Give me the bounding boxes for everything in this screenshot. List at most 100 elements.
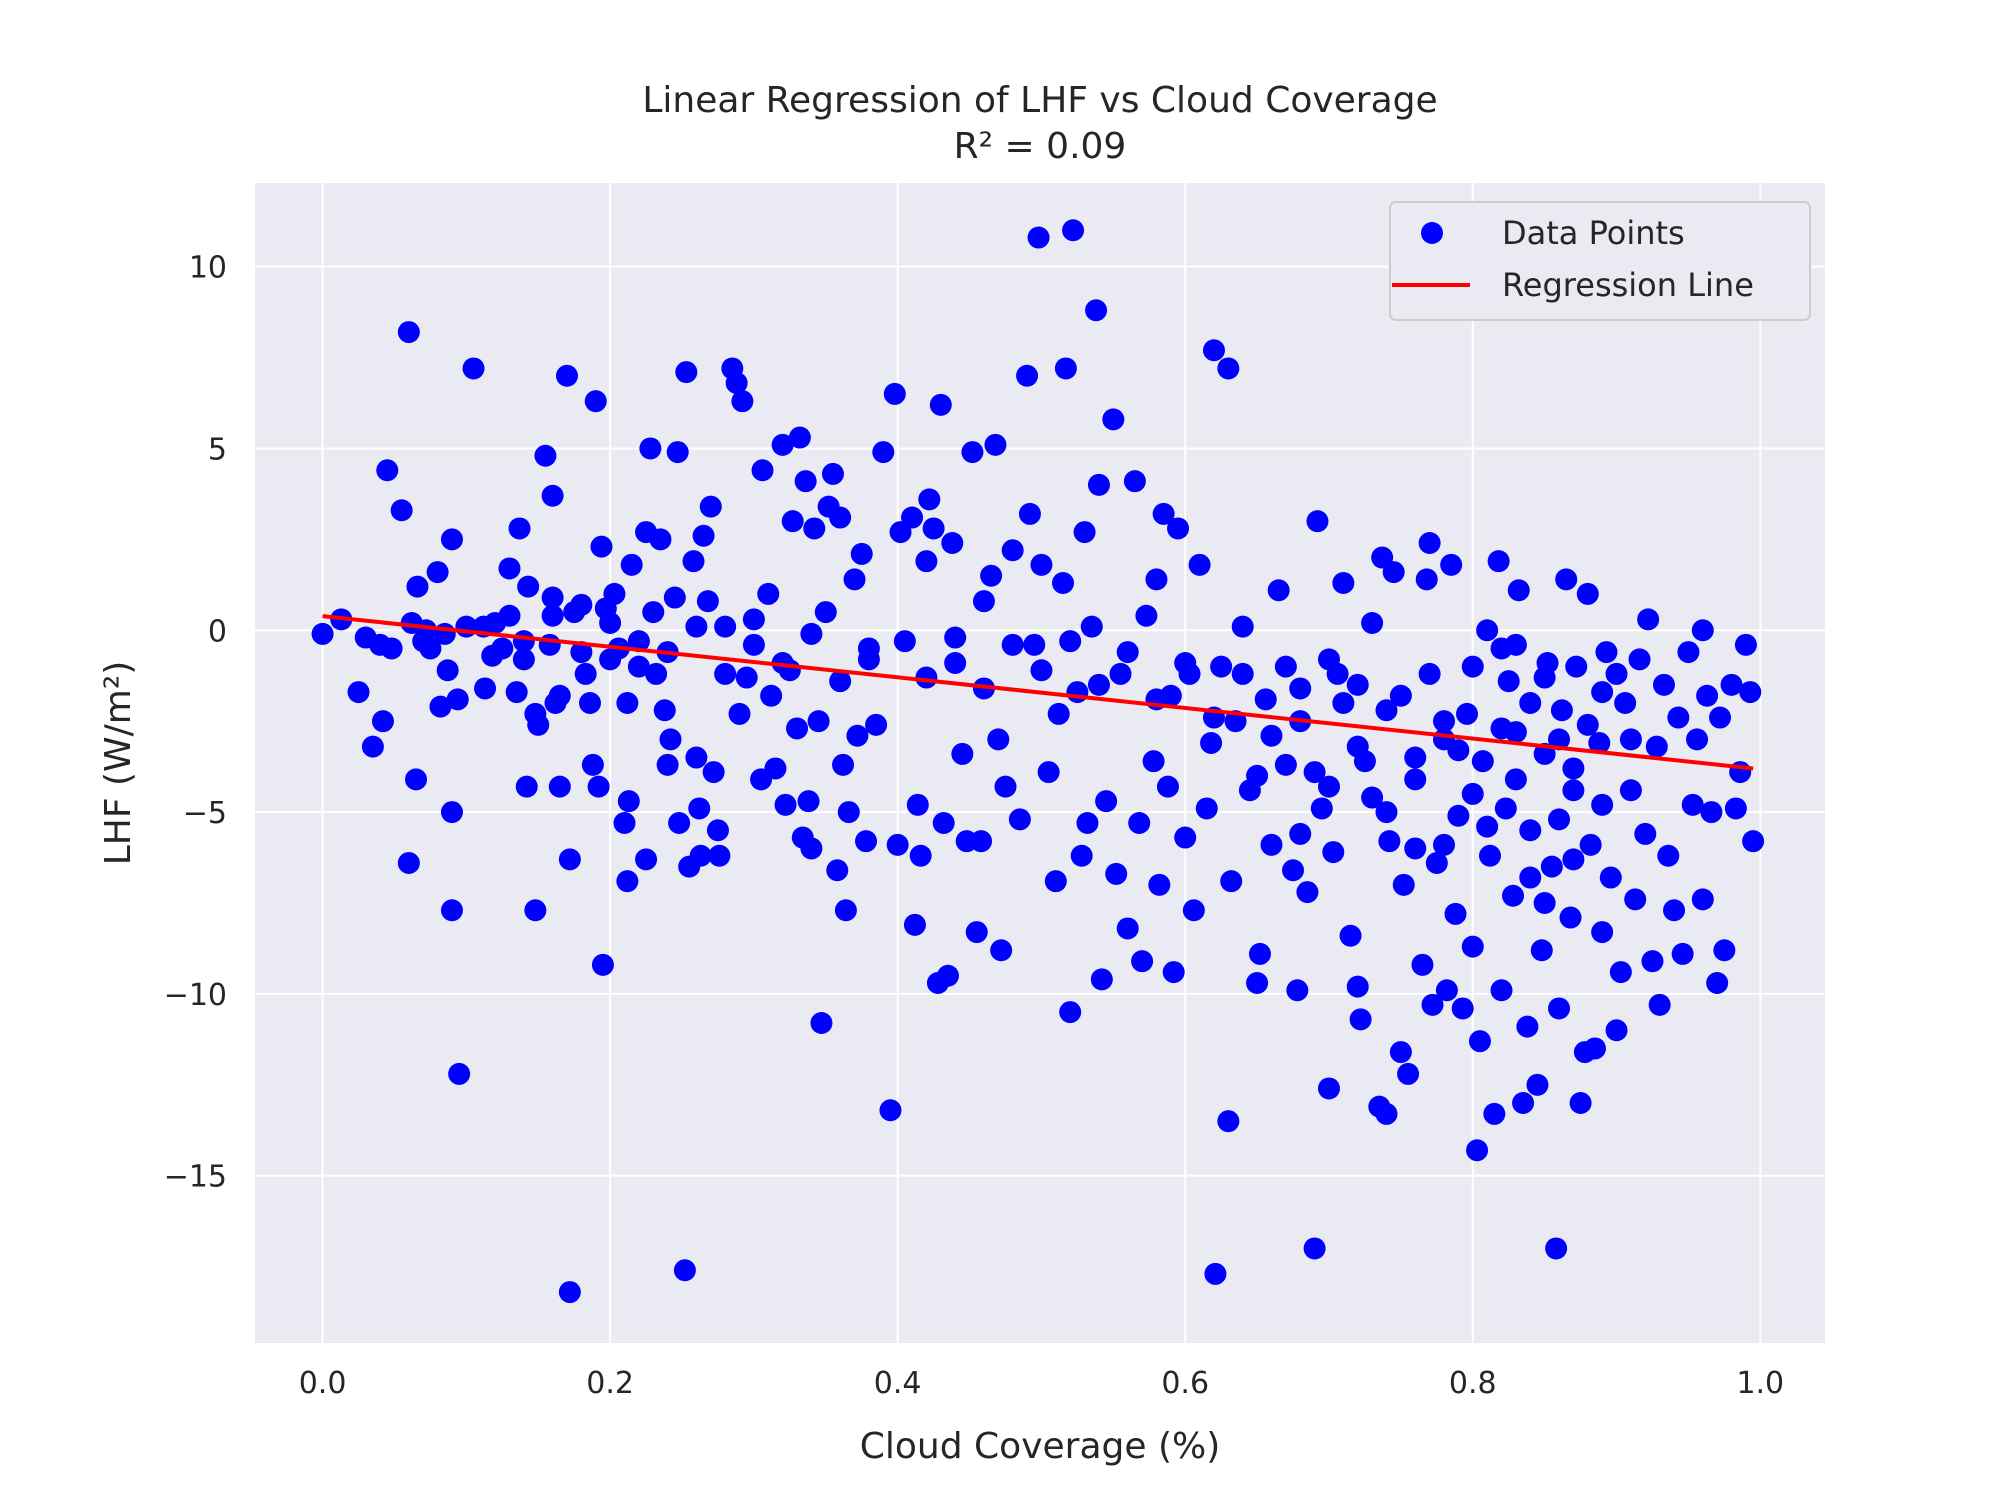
data-point: [1657, 844, 1680, 867]
data-point: [1456, 702, 1479, 725]
data-point: [1200, 732, 1223, 754]
data-point: [1109, 662, 1132, 685]
data-point: [1346, 735, 1369, 758]
data-point: [1167, 517, 1190, 540]
data-point: [1204, 1262, 1227, 1285]
data-point: [1435, 979, 1458, 1002]
x-tick-label: 1.0: [1736, 1366, 1784, 1401]
data-point: [1217, 357, 1240, 380]
data-point: [1425, 852, 1448, 874]
data-point: [936, 964, 959, 987]
data-point: [821, 462, 844, 485]
data-point: [781, 510, 804, 533]
data-point: [1128, 812, 1151, 834]
data-point: [1691, 619, 1714, 642]
data-point: [1375, 1102, 1398, 1125]
data-point: [1504, 633, 1527, 656]
data-point: [1303, 1237, 1326, 1260]
data-point: [826, 859, 849, 882]
data-point: [1220, 870, 1243, 893]
data-point: [1404, 746, 1427, 769]
data-point: [1162, 961, 1185, 984]
data-point: [696, 590, 719, 613]
data-point: [757, 582, 780, 605]
data-point: [1027, 226, 1050, 249]
data-point: [1724, 797, 1747, 820]
data-point: [1231, 662, 1254, 685]
data-point: [879, 1099, 902, 1122]
data-point: [1248, 942, 1271, 965]
data-point: [1595, 641, 1618, 664]
x-tick-labels: 0.0 0.2 0.4 0.6 0.8 1.0: [299, 1366, 1784, 1401]
data-point: [1102, 408, 1125, 431]
data-point: [1418, 532, 1441, 554]
data-point: [1156, 775, 1179, 798]
data-point: [1466, 1139, 1489, 1162]
regression-line-layer: [322, 614, 1754, 771]
data-points-layer: [311, 219, 1765, 1304]
chart-subtitle: R² = 0.09: [954, 126, 1127, 167]
data-point: [1174, 826, 1197, 849]
data-point: [1317, 775, 1340, 798]
data-point: [1361, 612, 1384, 634]
data-point: [832, 753, 855, 776]
data-point: [1008, 808, 1031, 831]
data-point: [1681, 793, 1704, 816]
data-point: [1349, 1008, 1372, 1031]
legend: Data Points Regression Line: [1389, 201, 1811, 321]
data-point: [1447, 739, 1470, 762]
data-point: [627, 655, 650, 678]
data-point: [645, 662, 668, 685]
data-point: [440, 801, 463, 824]
data-point: [1519, 692, 1542, 714]
data-point: [1648, 993, 1671, 1016]
data-point: [706, 819, 729, 842]
data-point: [1148, 873, 1171, 896]
data-point: [1389, 684, 1412, 707]
data-point: [951, 742, 974, 765]
data-point: [448, 1062, 471, 1085]
data-point: [685, 615, 708, 638]
y-axis-label: LHF (W/m²): [98, 661, 139, 866]
data-point: [1540, 855, 1563, 878]
data-point: [659, 728, 682, 751]
data-point: [415, 619, 438, 642]
data-point: [843, 568, 866, 591]
data-point: [1677, 641, 1700, 664]
data-point: [1047, 702, 1070, 725]
data-point: [1231, 615, 1254, 638]
data-point: [728, 702, 751, 725]
data-point: [1476, 619, 1499, 642]
data-point: [1533, 892, 1556, 914]
y-tick-label: 10: [189, 251, 227, 286]
data-point: [972, 590, 995, 613]
data-point: [1152, 502, 1175, 525]
data-point: [541, 604, 564, 627]
data-point: [1085, 299, 1108, 322]
data-point: [390, 499, 413, 522]
data-point: [512, 648, 535, 671]
data-point: [1375, 801, 1398, 824]
data-point: [1267, 579, 1290, 602]
data-point: [1628, 648, 1651, 671]
data-point: [1548, 997, 1571, 1020]
data-point: [1217, 1110, 1240, 1133]
data-point: [1576, 582, 1599, 605]
data-point: [527, 713, 550, 736]
data-point: [405, 768, 428, 791]
data-point: [1713, 939, 1736, 962]
data-point: [865, 713, 888, 736]
data-point: [735, 666, 758, 689]
data-point: [903, 913, 926, 936]
data-point: [1246, 764, 1269, 787]
data-point: [1591, 681, 1614, 704]
data-point: [675, 361, 698, 384]
data-point: [1555, 568, 1578, 591]
data-point: [814, 601, 837, 624]
data-point: [961, 441, 984, 464]
data-point: [668, 812, 691, 834]
data-point: [311, 622, 334, 645]
data-point: [1739, 681, 1762, 704]
data-point: [1490, 979, 1513, 1002]
